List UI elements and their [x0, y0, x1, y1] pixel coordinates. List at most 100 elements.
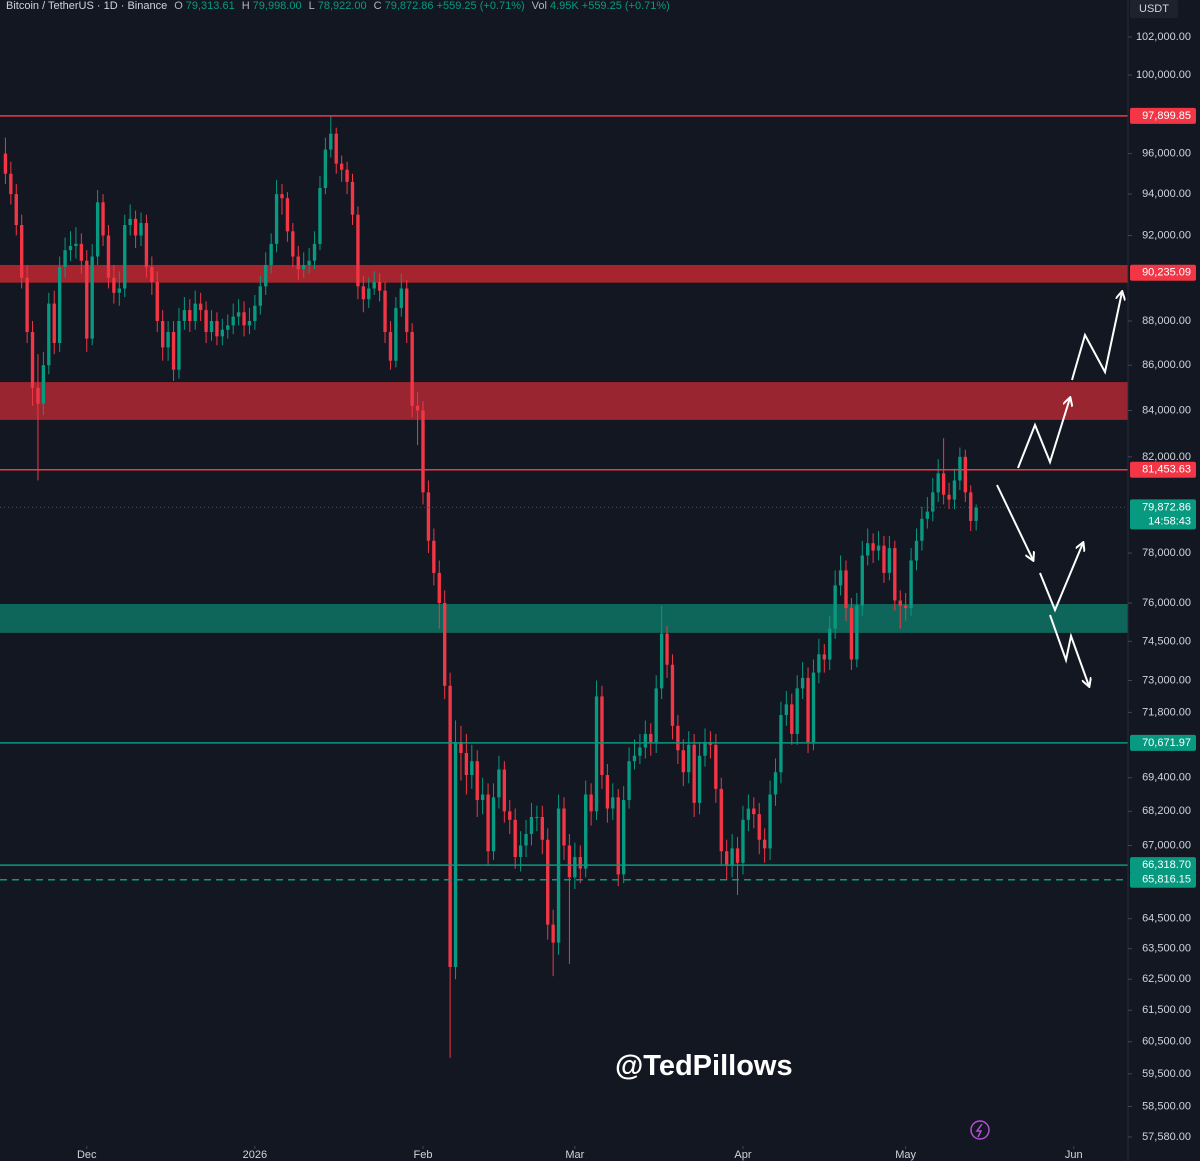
- x-tick-label: Mar: [565, 1149, 584, 1161]
- y-tick-label: 61,500.00: [1142, 1004, 1191, 1016]
- price-label: 81,453.63: [1142, 464, 1191, 476]
- candle-body: [209, 320, 214, 332]
- candle-body: [383, 290, 387, 332]
- candle-body: [128, 218, 132, 226]
- candle-body: [399, 288, 403, 308]
- candle-body: [491, 797, 496, 852]
- candle-body: [464, 752, 469, 776]
- ohlc-value: 79,998.00: [252, 0, 302, 12]
- arrow: [1039, 543, 1083, 613]
- y-tick-label: 58,500.00: [1142, 1100, 1191, 1112]
- price-label-box: [1130, 264, 1196, 281]
- candle-body: [95, 202, 100, 257]
- price-label-box: [1130, 857, 1196, 874]
- candle-body: [692, 744, 696, 803]
- candle-body: [920, 518, 924, 541]
- countdown: 14:58:43: [1148, 515, 1191, 527]
- candle-body: [161, 320, 165, 348]
- zone: [0, 382, 1128, 420]
- candle-body: [659, 633, 664, 689]
- candle-body: [784, 704, 789, 716]
- x-tick-label: Dec: [77, 1149, 97, 1161]
- candle-body: [25, 277, 29, 332]
- y-tick-label: 78,000.00: [1142, 547, 1191, 559]
- candle-body: [334, 133, 338, 164]
- candle-body: [193, 303, 197, 321]
- candle-body: [589, 794, 593, 812]
- icon[interactable]: [970, 1120, 990, 1140]
- candle-body: [318, 187, 322, 244]
- x-tick-label: Feb: [414, 1149, 433, 1161]
- candle-body: [486, 794, 490, 852]
- candle-body: [502, 769, 507, 812]
- candle-body: [649, 733, 653, 743]
- y-tick-label: 76,000.00: [1142, 597, 1191, 609]
- candle-body: [936, 473, 940, 493]
- candle-body: [90, 256, 94, 339]
- ohlc-value: 79,313.61: [185, 0, 235, 12]
- candle-body: [421, 410, 425, 493]
- y-tick-label: 102,000.00: [1136, 31, 1191, 43]
- candle-body: [556, 808, 561, 943]
- arrow: [1049, 614, 1089, 686]
- candle-body: [437, 572, 441, 604]
- candle-body: [887, 548, 892, 573]
- zone: [0, 264, 1128, 283]
- candle-body: [562, 808, 566, 846]
- candle-body: [177, 320, 181, 370]
- candle-body: [123, 225, 127, 289]
- candle-body: [882, 545, 886, 573]
- candle-body: [584, 794, 588, 869]
- candle-body: [312, 243, 317, 261]
- candle-body: [166, 331, 170, 348]
- candle-body: [52, 303, 56, 343]
- candle-body: [524, 834, 528, 846]
- x-tick-label: 2026: [243, 1149, 267, 1161]
- candle-body: [117, 288, 121, 293]
- candle-body: [546, 839, 550, 925]
- candle-body: [849, 608, 854, 660]
- candle-body: [828, 628, 832, 660]
- candle-body: [253, 305, 257, 321]
- candle-body: [947, 494, 951, 500]
- candle-body: [898, 600, 902, 606]
- price-label-box: [1130, 461, 1196, 478]
- arrow: [996, 484, 1033, 560]
- y-tick-label: 92,000.00: [1142, 229, 1191, 241]
- candle-body: [654, 688, 658, 743]
- candle-body: [632, 755, 637, 762]
- ohlc-value: 78,922.00: [317, 0, 367, 12]
- candle-body: [876, 545, 881, 551]
- y-tick-label: 64,500.00: [1142, 913, 1191, 925]
- candle-body: [9, 173, 13, 195]
- ohlc-value: 79,872.86 +559.25 (+0.71%): [384, 0, 525, 12]
- y-tick-label: 69,400.00: [1142, 772, 1191, 784]
- symbol-title: Bitcoin / TetherUS · 1D · Binance: [6, 0, 168, 12]
- candle-body: [448, 685, 452, 967]
- candle-body: [3, 153, 8, 174]
- candle-body: [714, 744, 718, 789]
- candle-body: [182, 310, 187, 321]
- candle-body: [627, 761, 631, 801]
- candle-body: [106, 235, 111, 278]
- candle-body: [925, 511, 930, 519]
- candle-body: [952, 480, 957, 500]
- price-label: 66,318.70: [1142, 859, 1191, 871]
- candle-body: [600, 696, 604, 776]
- candle-body: [345, 169, 349, 182]
- y-tick-label: 100,000.00: [1136, 69, 1191, 81]
- candle-body: [198, 303, 203, 311]
- candle-body: [339, 163, 344, 170]
- candle-body: [226, 325, 230, 330]
- candle-body: [74, 243, 78, 246]
- candle-body: [14, 194, 18, 226]
- candle-body: [871, 543, 875, 551]
- last-price-label: 79,872.86: [1142, 501, 1191, 513]
- ohlc-key: C: [373, 0, 382, 12]
- candle-body: [459, 742, 463, 753]
- candle-body: [681, 750, 685, 773]
- zone: [0, 604, 1128, 633]
